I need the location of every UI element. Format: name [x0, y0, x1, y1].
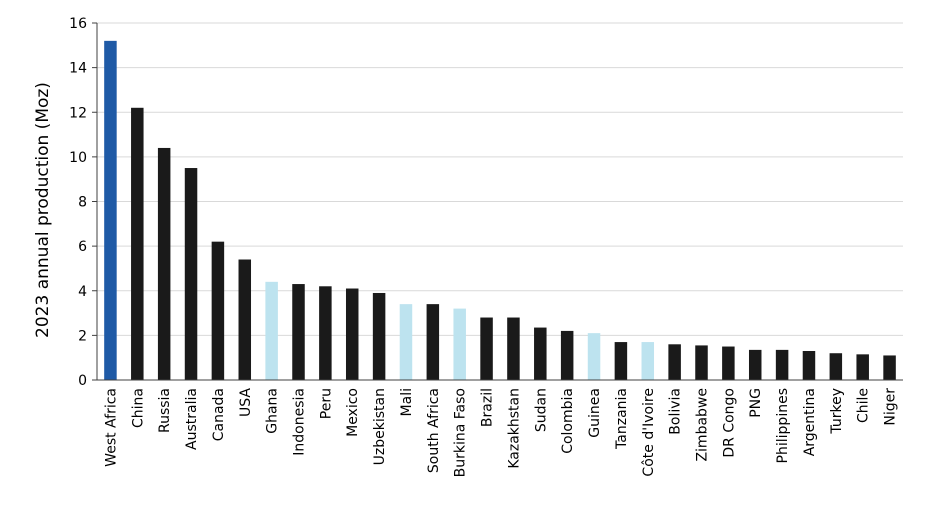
x-tick-label: Sudan — [533, 388, 549, 432]
y-tick-label: 2 — [78, 328, 87, 344]
x-tick-label: Mali — [399, 388, 415, 416]
bar — [614, 342, 628, 380]
y-tick-label: 6 — [78, 239, 87, 255]
bar — [668, 344, 681, 380]
axes — [92, 22, 903, 381]
x-tick-label: USA — [238, 388, 254, 417]
bar — [292, 284, 305, 380]
x-tick-label: South Africa — [426, 388, 442, 473]
y-tick-label: 0 — [78, 373, 87, 389]
bar — [695, 345, 708, 380]
bar — [131, 107, 144, 380]
x-tick-label: Chile — [856, 388, 872, 423]
y-tick-label: 8 — [78, 195, 87, 211]
bar — [104, 40, 117, 380]
x-tick-label: Australia — [184, 388, 200, 450]
bar — [507, 317, 520, 380]
bar — [560, 330, 574, 380]
x-tick-label: PNG — [748, 388, 764, 418]
y-tick-label: 12 — [69, 105, 87, 121]
x-tick-label: Turkey — [829, 388, 845, 435]
bar — [829, 353, 843, 380]
bar — [775, 349, 789, 380]
y-axis-title: 2023 annual production (Moz) — [33, 82, 53, 338]
x-tick-label: Indonesia — [292, 388, 308, 456]
x-tick-label: Philippines — [775, 388, 791, 463]
x-tick-label: Côte d'Ivoire — [641, 388, 657, 477]
y-tick-labels: 0 2 4 6 8 10 12 14 16 — [69, 16, 87, 389]
bar — [426, 304, 440, 380]
x-tick-label: Russia — [157, 388, 173, 433]
gridlines — [97, 22, 903, 336]
bar — [345, 288, 359, 380]
bar — [480, 317, 493, 380]
bar — [802, 350, 816, 380]
x-tick-label: China — [130, 388, 146, 428]
bar — [722, 346, 735, 380]
bar — [265, 281, 278, 380]
bar — [211, 241, 225, 380]
bar — [399, 304, 413, 380]
x-tick-label: Colombia — [560, 388, 576, 454]
y-tick-label: 16 — [69, 16, 87, 32]
bar — [319, 286, 332, 380]
y-tick-label: 4 — [78, 284, 87, 300]
x-tick-label: Zimbabwe — [695, 388, 711, 462]
bar — [534, 327, 547, 380]
x-tick-label: Canada — [211, 388, 227, 441]
y-tick-label: 10 — [69, 150, 87, 166]
x-tick-label: Brazil — [480, 388, 496, 427]
bar — [748, 349, 762, 380]
bar — [238, 259, 252, 380]
bar — [184, 168, 198, 380]
x-tick-label: Uzbekistan — [372, 388, 388, 465]
bar — [372, 292, 386, 380]
x-tick-label: Kazakhstan — [506, 388, 522, 469]
bar — [856, 354, 869, 380]
x-tick-label: West Africa — [103, 388, 119, 467]
bar — [453, 308, 466, 380]
bar — [883, 355, 896, 380]
bar — [157, 147, 171, 380]
x-tick-label: Burkina Faso — [453, 388, 469, 477]
x-tick-label: Ghana — [265, 388, 281, 434]
bar — [587, 333, 601, 380]
x-tick-label: DR Congo — [721, 388, 737, 458]
x-tick-label: Niger — [883, 388, 899, 426]
x-tick-label: Argentina — [802, 388, 818, 456]
x-tick-label: Bolivia — [668, 388, 684, 435]
y-tick-label: 14 — [69, 61, 87, 77]
x-tick-label: Peru — [318, 388, 334, 419]
x-tick-label: Mexico — [345, 388, 361, 437]
x-tick-labels: West Africa China Russia Australia Canada USA… — [103, 388, 898, 478]
bars — [104, 40, 896, 380]
x-tick-label: Tanzania — [614, 388, 630, 450]
x-tick-label: Guinea — [587, 388, 603, 438]
bar — [641, 342, 655, 380]
